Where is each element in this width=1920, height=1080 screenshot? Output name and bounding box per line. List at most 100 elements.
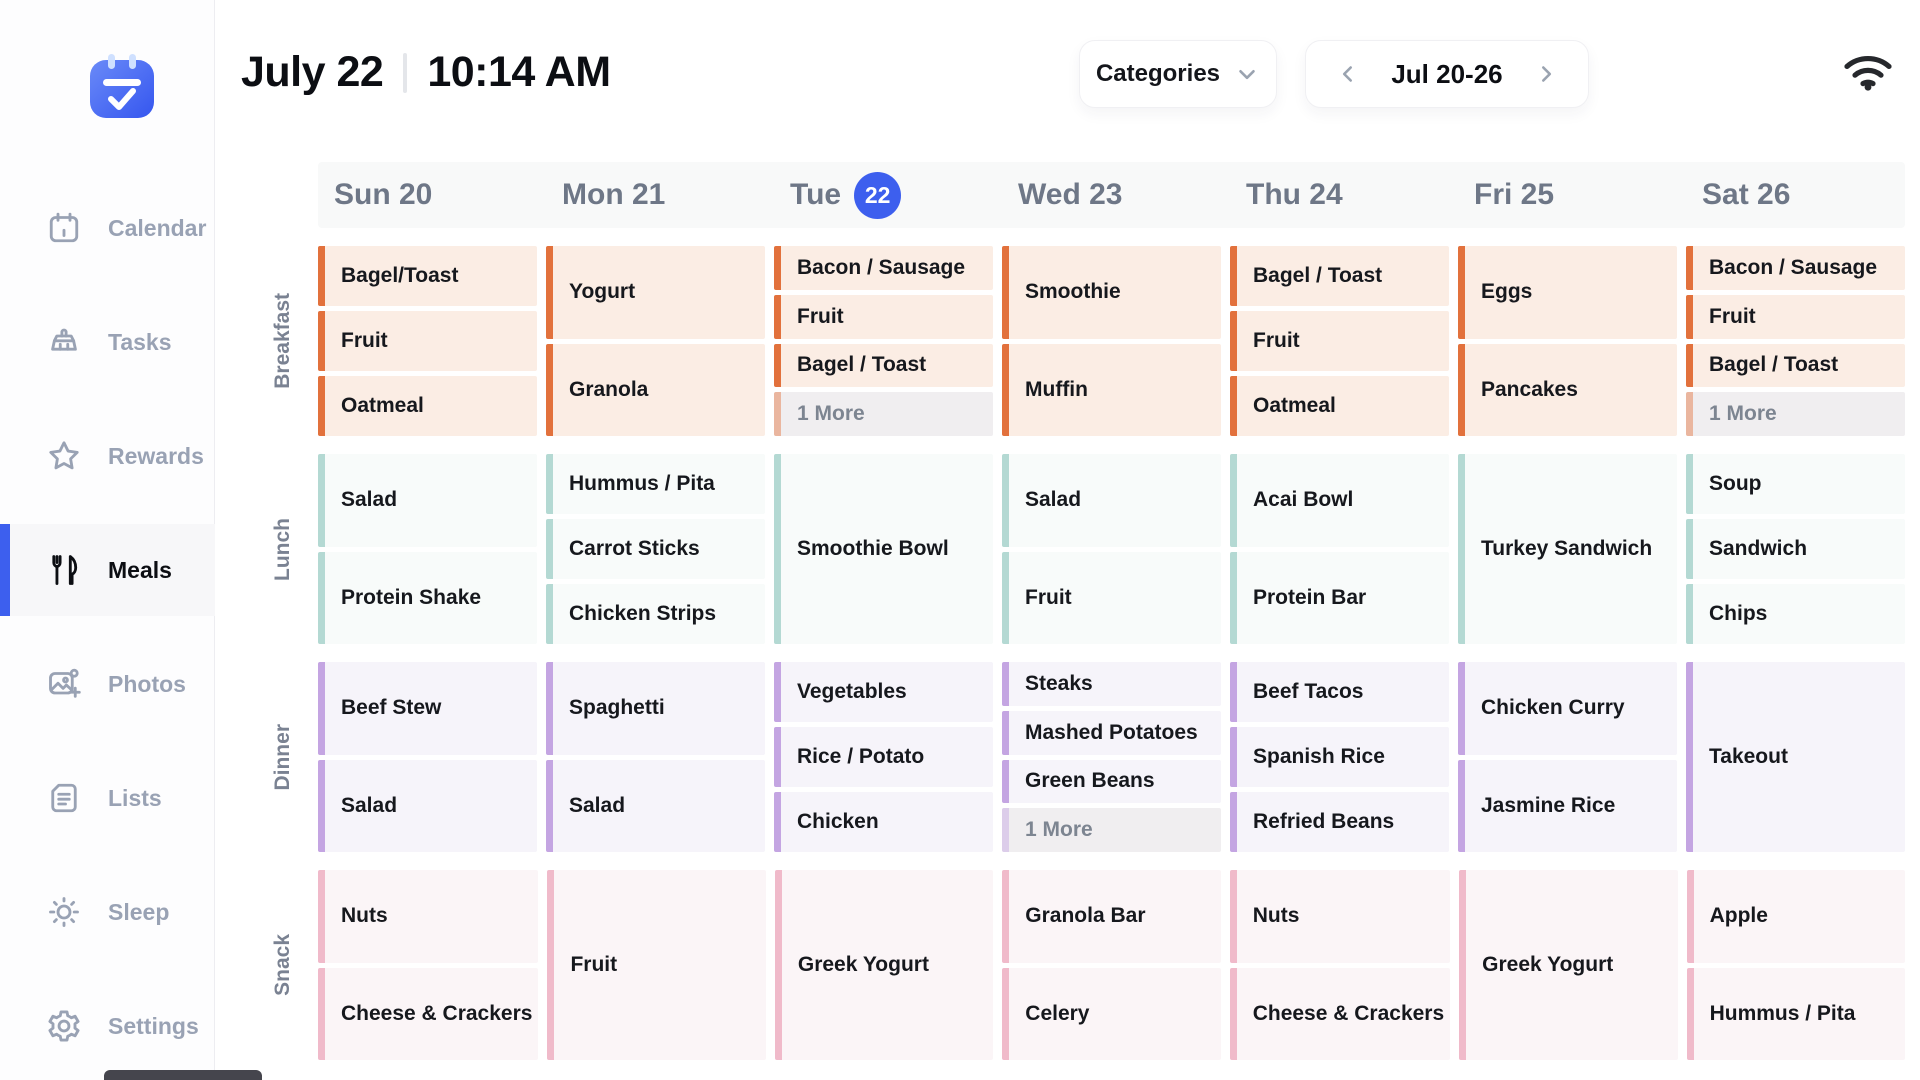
day-cell: Greek Yogurt bbox=[774, 870, 994, 1060]
meal-card[interactable]: Salad bbox=[318, 759, 537, 852]
meal-card[interactable]: Bagel / Toast bbox=[1230, 246, 1449, 306]
sidebar-item-settings[interactable]: Settings bbox=[0, 980, 215, 1072]
meal-card[interactable]: Chicken bbox=[774, 792, 993, 852]
sidebar-item-tasks[interactable]: Tasks bbox=[0, 296, 215, 388]
day-header-wed: Wed 23 bbox=[1002, 162, 1221, 228]
meal-card[interactable]: Sandwich bbox=[1686, 519, 1905, 579]
meal-card[interactable]: Greek Yogurt bbox=[1459, 870, 1678, 1060]
day-cell: Fruit bbox=[547, 870, 766, 1060]
meal-row-cells: Beef Stew Salad Spaghetti Salad Vegetables Ri… bbox=[318, 662, 1905, 852]
meal-card[interactable]: Nuts bbox=[1229, 870, 1451, 963]
day-cell: Acai Bowl Protein Bar bbox=[1230, 454, 1449, 644]
meal-card[interactable]: Cheese & Crackers bbox=[318, 967, 539, 1060]
sidebar-item-calendar[interactable]: Calendar bbox=[0, 182, 215, 274]
meal-card[interactable]: Rice / Potato bbox=[774, 727, 993, 787]
day-cell: Eggs Pancakes bbox=[1458, 246, 1677, 436]
meal-card[interactable]: Fruit bbox=[547, 870, 766, 1060]
meal-card[interactable]: Salad bbox=[318, 454, 537, 547]
meal-card[interactable]: Chicken Strips bbox=[546, 584, 765, 644]
meal-card[interactable]: Vegetables bbox=[774, 662, 993, 722]
sidebar-item-rewards[interactable]: Rewards bbox=[0, 410, 215, 502]
next-week-button[interactable] bbox=[1529, 57, 1563, 91]
day-header-fri: Fri 25 bbox=[1458, 162, 1677, 228]
day-cell: Takeout bbox=[1686, 662, 1905, 852]
meal-card[interactable]: Salad bbox=[1002, 454, 1221, 547]
meal-card[interactable]: Chicken Curry bbox=[1458, 662, 1677, 755]
meal-card[interactable]: Spaghetti bbox=[546, 662, 765, 755]
meal-card[interactable]: Soup bbox=[1686, 454, 1905, 514]
meal-card[interactable]: Eggs bbox=[1458, 246, 1677, 339]
more-card[interactable]: 1 More bbox=[774, 392, 993, 436]
meal-card[interactable]: Beef Tacos bbox=[1230, 662, 1449, 722]
sidebar-item-meals[interactable]: Meals bbox=[0, 524, 215, 616]
today-badge: 22 bbox=[854, 171, 902, 219]
cutlery-icon bbox=[46, 552, 82, 588]
meal-row-cells: Nuts Cheese & Crackers Fruit Greek Yogurt Gr… bbox=[318, 870, 1905, 1060]
meal-card[interactable]: Hummus / Pita bbox=[546, 454, 765, 514]
meal-card[interactable]: Granola Bar bbox=[1002, 870, 1221, 963]
meal-card[interactable]: Mashed Potatoes bbox=[1002, 710, 1221, 755]
meal-card[interactable]: Steaks bbox=[1002, 662, 1221, 706]
meal-card[interactable]: Nuts bbox=[318, 870, 539, 963]
meal-card[interactable]: Bagel/Toast bbox=[318, 246, 537, 306]
meal-card[interactable]: Beef Stew bbox=[318, 662, 537, 755]
meal-card[interactable]: Protein Bar bbox=[1230, 551, 1449, 644]
title-divider bbox=[403, 52, 408, 93]
more-card[interactable]: 1 More bbox=[1686, 392, 1905, 436]
meal-card[interactable]: Acai Bowl bbox=[1230, 454, 1449, 547]
meal-card[interactable]: Apple bbox=[1686, 870, 1905, 963]
chevron-left-icon bbox=[1343, 66, 1353, 82]
meal-card[interactable]: Oatmeal bbox=[318, 376, 537, 436]
meal-card[interactable]: Chips bbox=[1686, 584, 1905, 644]
categories-button[interactable]: Categories bbox=[1079, 40, 1277, 108]
meal-card[interactable]: Greek Yogurt bbox=[774, 870, 994, 1060]
meal-card[interactable]: Fruit bbox=[774, 294, 993, 339]
sidebar-scrollbar[interactable] bbox=[104, 1070, 262, 1080]
sidebar-item-lists[interactable]: Lists bbox=[0, 752, 215, 844]
current-time: 10:14 AM bbox=[427, 48, 611, 96]
meal-card[interactable]: Yogurt bbox=[546, 246, 765, 339]
meal-row-label: Lunch bbox=[248, 454, 318, 644]
meal-card[interactable]: Refried Beans bbox=[1230, 792, 1449, 852]
day-cell: Bacon / Sausage Fruit Bagel / Toast 1 More bbox=[1686, 246, 1905, 436]
meal-card[interactable]: Spanish Rice bbox=[1230, 727, 1449, 787]
meal-card[interactable]: Turkey Sandwich bbox=[1458, 454, 1677, 644]
meal-card[interactable]: Oatmeal bbox=[1230, 376, 1449, 436]
meal-card[interactable]: Bacon / Sausage bbox=[1686, 246, 1905, 290]
day-cell: Smoothie Muffin bbox=[1002, 246, 1221, 436]
meal-row-label: Snack bbox=[248, 870, 318, 1060]
day-cell: Nuts Cheese & Crackers bbox=[1229, 870, 1451, 1060]
more-card[interactable]: 1 More bbox=[1002, 808, 1221, 852]
meal-card[interactable]: Green Beans bbox=[1002, 759, 1221, 804]
meal-card[interactable]: Carrot Sticks bbox=[546, 519, 765, 579]
meal-card[interactable]: Takeout bbox=[1686, 662, 1905, 852]
sidebar-nav: Calendar Tasks Rewards Meals Photos Lists Slee… bbox=[0, 182, 215, 1080]
meal-card[interactable]: Bagel / Toast bbox=[774, 343, 993, 388]
meal-row-label-text: Dinner bbox=[271, 723, 294, 791]
page-title: July 22 10:14 AM bbox=[241, 48, 611, 97]
meal-card[interactable]: Fruit bbox=[1686, 294, 1905, 339]
meal-card[interactable]: Smoothie Bowl bbox=[774, 454, 993, 644]
meal-card[interactable]: Fruit bbox=[1002, 551, 1221, 644]
meal-card[interactable]: Bagel / Toast bbox=[1686, 343, 1905, 388]
meal-card[interactable]: Jasmine Rice bbox=[1458, 759, 1677, 852]
sidebar-item-label: Rewards bbox=[108, 442, 204, 469]
meal-card[interactable]: Protein Shake bbox=[318, 551, 537, 644]
meal-card[interactable]: Smoothie bbox=[1002, 246, 1221, 339]
meal-card[interactable]: Celery bbox=[1002, 967, 1221, 1060]
meal-card[interactable]: Fruit bbox=[1230, 311, 1449, 371]
meal-card[interactable]: Cheese & Crackers bbox=[1229, 967, 1451, 1060]
meal-card[interactable]: Fruit bbox=[318, 311, 537, 371]
sidebar-item-sleep[interactable]: Sleep bbox=[0, 866, 215, 958]
day-cell: Spaghetti Salad bbox=[546, 662, 765, 852]
meal-card[interactable]: Muffin bbox=[1002, 343, 1221, 436]
meal-card[interactable]: Bacon / Sausage bbox=[774, 246, 993, 290]
prev-week-button[interactable] bbox=[1331, 57, 1365, 91]
sidebar-item-photos[interactable]: Photos bbox=[0, 638, 215, 730]
meal-card[interactable]: Hummus / Pita bbox=[1686, 967, 1905, 1060]
meal-card[interactable]: Salad bbox=[546, 759, 765, 852]
meal-card[interactable]: Granola bbox=[546, 343, 765, 436]
meal-card[interactable]: Pancakes bbox=[1458, 343, 1677, 436]
day-header-label: Wed 23 bbox=[1018, 178, 1123, 211]
day-header-mon: Mon 21 bbox=[546, 162, 765, 228]
